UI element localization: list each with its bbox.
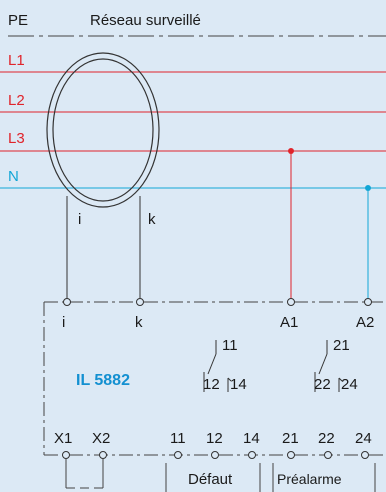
network-title: Réseau surveillé [90,12,201,29]
relay-contact-1 [203,340,232,392]
group-bracket-fault [165,463,261,492]
relay-contact-2 [314,340,343,392]
contact-label-12: 12 [203,376,220,393]
line-label-l3: L3 [8,130,25,147]
device-name: IL 5882 [76,372,130,389]
contact-label-14: 14 [230,376,247,393]
jumper-x1-x2 [65,459,104,489]
terminal-label-11: 11 [170,430,186,447]
terminal-label-a1: A1 [280,314,298,331]
terminal-label-14: 14 [243,430,260,447]
pe-label: PE [8,12,28,29]
line-label-l2: L2 [8,92,25,109]
terminal-label-21: 21 [282,430,299,447]
line-label-n: N [8,168,19,185]
terminal-label-22: 22 [318,430,335,447]
current-transformer [46,52,160,208]
terminal-label-a2: A2 [356,314,374,331]
group-label-prealarm: Préalarme [277,471,342,487]
terminal-label-24: 24 [355,430,372,447]
contact-label-11: 11 [222,337,238,354]
terminal-label-12: 12 [206,430,223,447]
terminal-label-x1: X1 [54,430,72,447]
contact-label-22: 22 [314,376,331,393]
group-label-fault: Défaut [188,471,233,488]
ct-terminal-i: i [78,211,81,228]
terminal-label-k: k [135,314,143,331]
bottom-terminals [62,451,369,459]
line-label-l1: L1 [8,52,25,69]
contact-label-21: 21 [333,337,350,354]
group-bracket-prealarm [272,463,376,492]
contact-label-24: 24 [341,376,358,393]
ct-terminal-k: k [148,211,156,228]
terminal-label-x2: X2 [92,430,110,447]
top-terminals [63,298,372,306]
terminal-label-i: i [62,314,65,331]
